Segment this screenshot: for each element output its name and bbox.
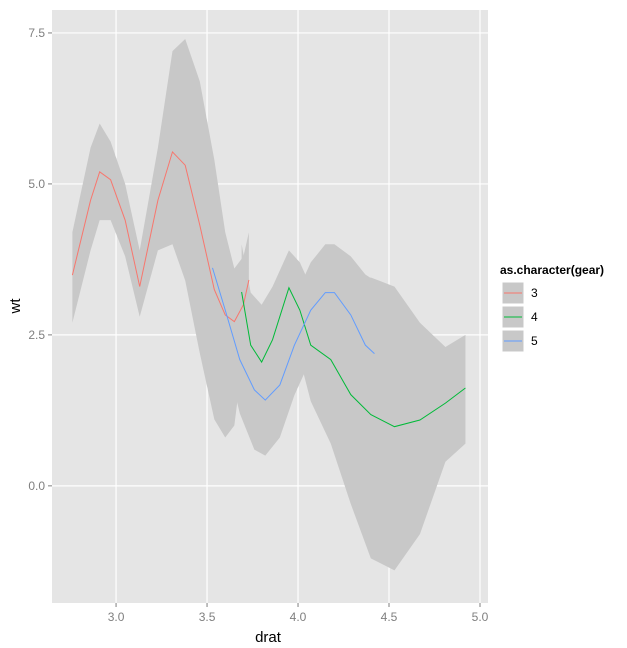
confidence-ribbon	[212, 244, 375, 456]
smooth-line	[241, 286, 466, 428]
x-axis-label: drat	[255, 629, 282, 646]
y-axis-label: wt	[7, 298, 24, 315]
y-tick-label: 7.5	[28, 26, 45, 40]
smooth-line	[212, 267, 375, 401]
x-tick-label: 5.0	[472, 610, 489, 624]
y-tick-label: 2.5	[28, 328, 45, 342]
confidence-ribbon	[72, 38, 249, 438]
y-tick-label: 5.0	[28, 177, 45, 191]
legend-title: as.character(gear)	[500, 263, 604, 277]
x-tick-label: 3.5	[199, 610, 216, 624]
x-tick-label: 4.5	[381, 610, 398, 624]
legend-label: 3	[531, 286, 538, 300]
smooth-line	[71, 150, 250, 323]
y-tick-label: 0.0	[28, 479, 45, 493]
legend-label: 5	[531, 334, 538, 348]
legend-label: 4	[531, 310, 538, 324]
x-tick-label: 3.0	[108, 610, 125, 624]
x-tick-label: 4.0	[290, 610, 307, 624]
